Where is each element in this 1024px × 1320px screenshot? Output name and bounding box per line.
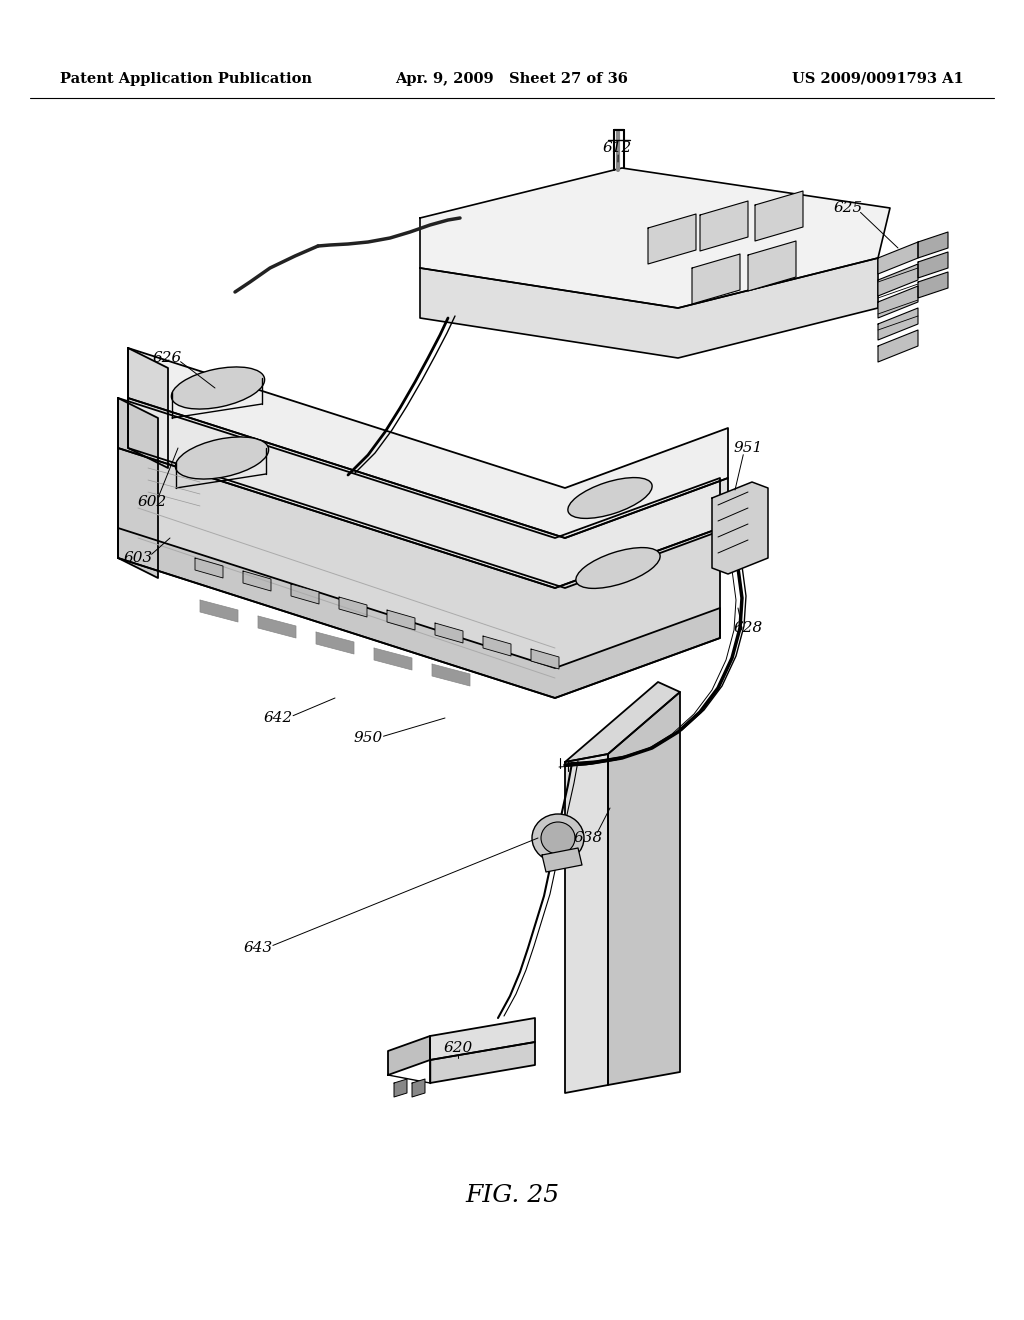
- Polygon shape: [755, 191, 803, 242]
- Text: 642: 642: [263, 711, 293, 725]
- Polygon shape: [258, 616, 296, 638]
- Polygon shape: [420, 257, 878, 358]
- Polygon shape: [542, 847, 582, 873]
- Polygon shape: [388, 1036, 430, 1074]
- Polygon shape: [435, 623, 463, 643]
- Polygon shape: [412, 1078, 425, 1097]
- Polygon shape: [128, 348, 728, 539]
- Polygon shape: [118, 399, 720, 587]
- Polygon shape: [483, 636, 511, 656]
- Text: 626: 626: [153, 351, 181, 366]
- Text: 643: 643: [244, 941, 272, 954]
- Polygon shape: [420, 168, 890, 308]
- Polygon shape: [128, 399, 728, 587]
- Polygon shape: [128, 348, 168, 469]
- Polygon shape: [195, 558, 223, 578]
- Polygon shape: [878, 330, 918, 362]
- Polygon shape: [118, 399, 158, 578]
- Polygon shape: [430, 1018, 535, 1060]
- Text: Apr. 9, 2009   Sheet 27 of 36: Apr. 9, 2009 Sheet 27 of 36: [395, 73, 629, 86]
- Polygon shape: [291, 583, 319, 605]
- Ellipse shape: [575, 548, 660, 589]
- Text: US 2009/0091793 A1: US 2009/0091793 A1: [793, 73, 964, 86]
- Polygon shape: [316, 632, 354, 653]
- Polygon shape: [339, 597, 367, 616]
- Polygon shape: [432, 664, 470, 686]
- Text: 638: 638: [573, 832, 603, 845]
- Text: 620: 620: [443, 1041, 473, 1055]
- Text: 603: 603: [123, 550, 153, 565]
- Ellipse shape: [541, 822, 575, 854]
- Text: 628: 628: [733, 620, 763, 635]
- Polygon shape: [118, 447, 720, 698]
- Polygon shape: [565, 682, 680, 762]
- Polygon shape: [712, 482, 768, 574]
- Text: 951: 951: [733, 441, 763, 455]
- Text: Patent Application Publication: Patent Application Publication: [60, 73, 312, 86]
- Polygon shape: [387, 610, 415, 630]
- Polygon shape: [430, 1041, 535, 1082]
- Ellipse shape: [568, 478, 652, 519]
- Polygon shape: [748, 242, 796, 290]
- Polygon shape: [918, 252, 948, 279]
- Polygon shape: [608, 692, 680, 1085]
- Polygon shape: [565, 754, 608, 1093]
- Polygon shape: [878, 286, 918, 318]
- Polygon shape: [878, 264, 918, 296]
- Text: 950: 950: [353, 731, 383, 744]
- Text: 602: 602: [137, 495, 167, 510]
- Polygon shape: [531, 649, 559, 669]
- Polygon shape: [692, 253, 740, 304]
- Polygon shape: [374, 648, 412, 671]
- Ellipse shape: [532, 814, 584, 862]
- Text: 625: 625: [834, 201, 862, 215]
- Text: FIG. 25: FIG. 25: [465, 1184, 559, 1206]
- Polygon shape: [118, 528, 720, 698]
- Ellipse shape: [171, 367, 264, 409]
- Polygon shape: [700, 201, 748, 251]
- Polygon shape: [918, 272, 948, 298]
- Polygon shape: [394, 1078, 407, 1097]
- Polygon shape: [648, 214, 696, 264]
- Polygon shape: [918, 232, 948, 257]
- Ellipse shape: [175, 437, 268, 479]
- Text: 612: 612: [602, 141, 632, 154]
- Polygon shape: [878, 242, 918, 275]
- Polygon shape: [200, 601, 238, 622]
- Polygon shape: [878, 308, 918, 341]
- Polygon shape: [243, 572, 271, 591]
